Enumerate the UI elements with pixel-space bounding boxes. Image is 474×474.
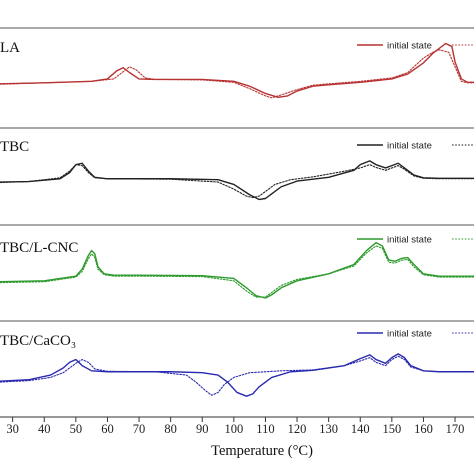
panel-4-label: TBC/CaCO₃ (0, 333, 76, 349)
x-tick-label: 50 (70, 422, 83, 436)
x-axis-ticks: 30 40 50 60 70 80 90 100 110 120 130 140 150 160 170 (6, 417, 464, 436)
x-tick-label: 110 (256, 422, 274, 436)
panel-3-series-dotted (0, 245, 474, 298)
panel-2-label: TBC (0, 139, 29, 155)
panel-4-series-solid (0, 353, 474, 397)
x-tick-label: 120 (288, 422, 307, 436)
x-tick-label: 40 (38, 422, 51, 436)
panel-4-series-dotted (0, 355, 474, 396)
panel-2-series-solid (0, 160, 474, 201)
panel-1-label: LA (0, 40, 20, 56)
x-tick-label: 30 (6, 422, 19, 436)
x-tick-label: 160 (414, 422, 433, 436)
x-tick-label: 170 (446, 422, 465, 436)
panel-2: TBC initial state (0, 127, 474, 201)
x-tick-label: 70 (133, 422, 146, 436)
panel-1-series-dotted (0, 49, 474, 99)
x-tick-label: 140 (351, 422, 370, 436)
panel-3-label: TBC/L-CNC (0, 240, 78, 256)
x-tick-label: 80 (164, 422, 177, 436)
panel-1-legend-label: initial state (387, 41, 432, 52)
panel-3: TBC/L-CNC initial state (0, 224, 474, 299)
panel-2-legend-label: initial state (387, 141, 432, 152)
x-tick-label: 150 (382, 422, 401, 436)
panel-4-legend-label: initial state (387, 329, 432, 340)
x-axis-title: Temperature (°C) (211, 443, 313, 459)
panel-2-series-dotted (0, 164, 474, 199)
x-tick-label: 60 (101, 422, 114, 436)
x-tick-label: 100 (224, 422, 243, 436)
x-tick-label: 90 (196, 422, 209, 436)
panel-1: LA initial state (0, 27, 474, 99)
x-tick-label: 130 (319, 422, 338, 436)
panel-3-series-solid (0, 241, 474, 299)
panel-1-series-solid (0, 42, 474, 99)
panel-4: TBC/CaCO₃ initial state (0, 320, 474, 397)
panel-3-legend-label: initial state (387, 235, 432, 246)
